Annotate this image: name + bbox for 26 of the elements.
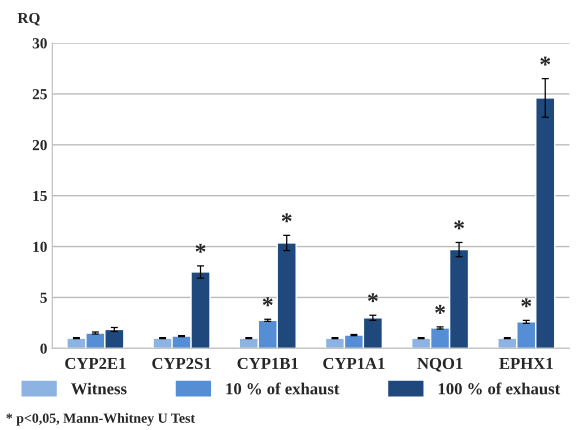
- y-tick-label: 5: [40, 292, 47, 303]
- y-axis-title: RQ: [18, 12, 40, 26]
- data-label: *: [282, 213, 292, 222]
- y-tick-label: 20: [32, 140, 47, 150]
- y-tick-label: 10: [33, 242, 47, 252]
- x-tick-label: CYP1A1: [323, 358, 385, 370]
- data-label: *: [196, 244, 206, 253]
- legend-label: Witness: [71, 382, 127, 395]
- legend-label: 10 % of exhaust: [226, 382, 340, 394]
- x-tick-label: CYP2E1: [65, 358, 126, 370]
- y-tick-label: 30: [32, 38, 47, 48]
- data-label: *: [435, 304, 446, 314]
- text: * p<0,05, Mann-Whitney U Test: [6, 413, 196, 426]
- y-tick-label: 25: [32, 89, 47, 100]
- x-tick-label: NQO1: [417, 358, 462, 372]
- x-tick-label: EPHX1: [499, 358, 553, 369]
- data-label: *: [368, 293, 378, 302]
- x-tick-label: CYP1B1: [238, 358, 298, 370]
- x-tick-label: CYP2S1: [152, 358, 211, 370]
- y-tick-label: 0: [40, 343, 47, 354]
- y-tick-label: 15: [33, 190, 47, 202]
- data-label: *: [540, 56, 550, 66]
- data-label: *: [262, 297, 273, 306]
- data-label: *: [521, 298, 532, 308]
- data-label: *: [454, 220, 464, 230]
- legend-label: 100 % of exhaust: [438, 382, 560, 394]
